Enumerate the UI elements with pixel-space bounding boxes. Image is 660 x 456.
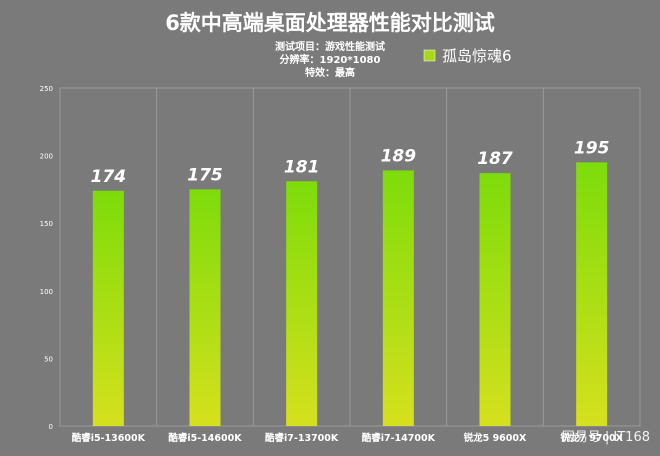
bar	[189, 189, 221, 426]
x-tick-label: 酷睿i7-14700K	[362, 432, 436, 444]
bar	[382, 170, 414, 426]
y-axis: 0 50 100 150 200 250	[40, 85, 53, 431]
data-labels: 174 175 181 189 187 195	[91, 138, 610, 186]
x-tick-label: 酷睿i5-14600K	[168, 432, 242, 444]
y-tick-label: 0	[49, 423, 53, 431]
data-label: 175	[187, 165, 223, 185]
y-tick-label: 150	[40, 220, 53, 228]
bar	[286, 181, 318, 426]
watermark: 网易号 | IT168	[562, 430, 650, 445]
x-axis: 酷睿i5-13600K 酷睿i5-14600K 酷睿i7-13700K 酷睿i7-14…	[72, 432, 624, 444]
data-label: 189	[381, 146, 417, 166]
chart-title: 6款中高端桌面处理器性能对比测试	[165, 11, 495, 35]
data-label: 174	[91, 167, 127, 187]
x-tick-label: 锐龙5 9600X	[464, 432, 527, 444]
legend-swatch	[423, 49, 436, 62]
data-label: 187	[477, 149, 513, 169]
data-label: 181	[284, 157, 320, 177]
x-tick-label: 酷睿i7-13700K	[265, 432, 339, 444]
x-tick-label: 酷睿i5-13600K	[72, 432, 146, 444]
subtitle-line-2: 分辨率：1920*1080	[280, 53, 381, 66]
y-tick-label: 200	[40, 153, 53, 161]
bar	[479, 173, 511, 426]
chart-grid	[59, 87, 641, 427]
bar	[576, 162, 608, 427]
x-tick-label: 锐龙7 9700X	[560, 432, 623, 444]
subtitle-line-1: 测试项目：游戏性能测试	[275, 40, 385, 53]
y-tick-label: 50	[44, 355, 53, 363]
subtitle-line-3: 特效：最高	[305, 66, 355, 79]
y-tick-label: 250	[40, 85, 53, 93]
legend-label: 孤岛惊魂6	[442, 47, 512, 65]
bars	[92, 162, 608, 427]
data-label: 195	[574, 138, 610, 158]
y-tick-label: 100	[40, 288, 53, 296]
bar	[92, 190, 124, 426]
